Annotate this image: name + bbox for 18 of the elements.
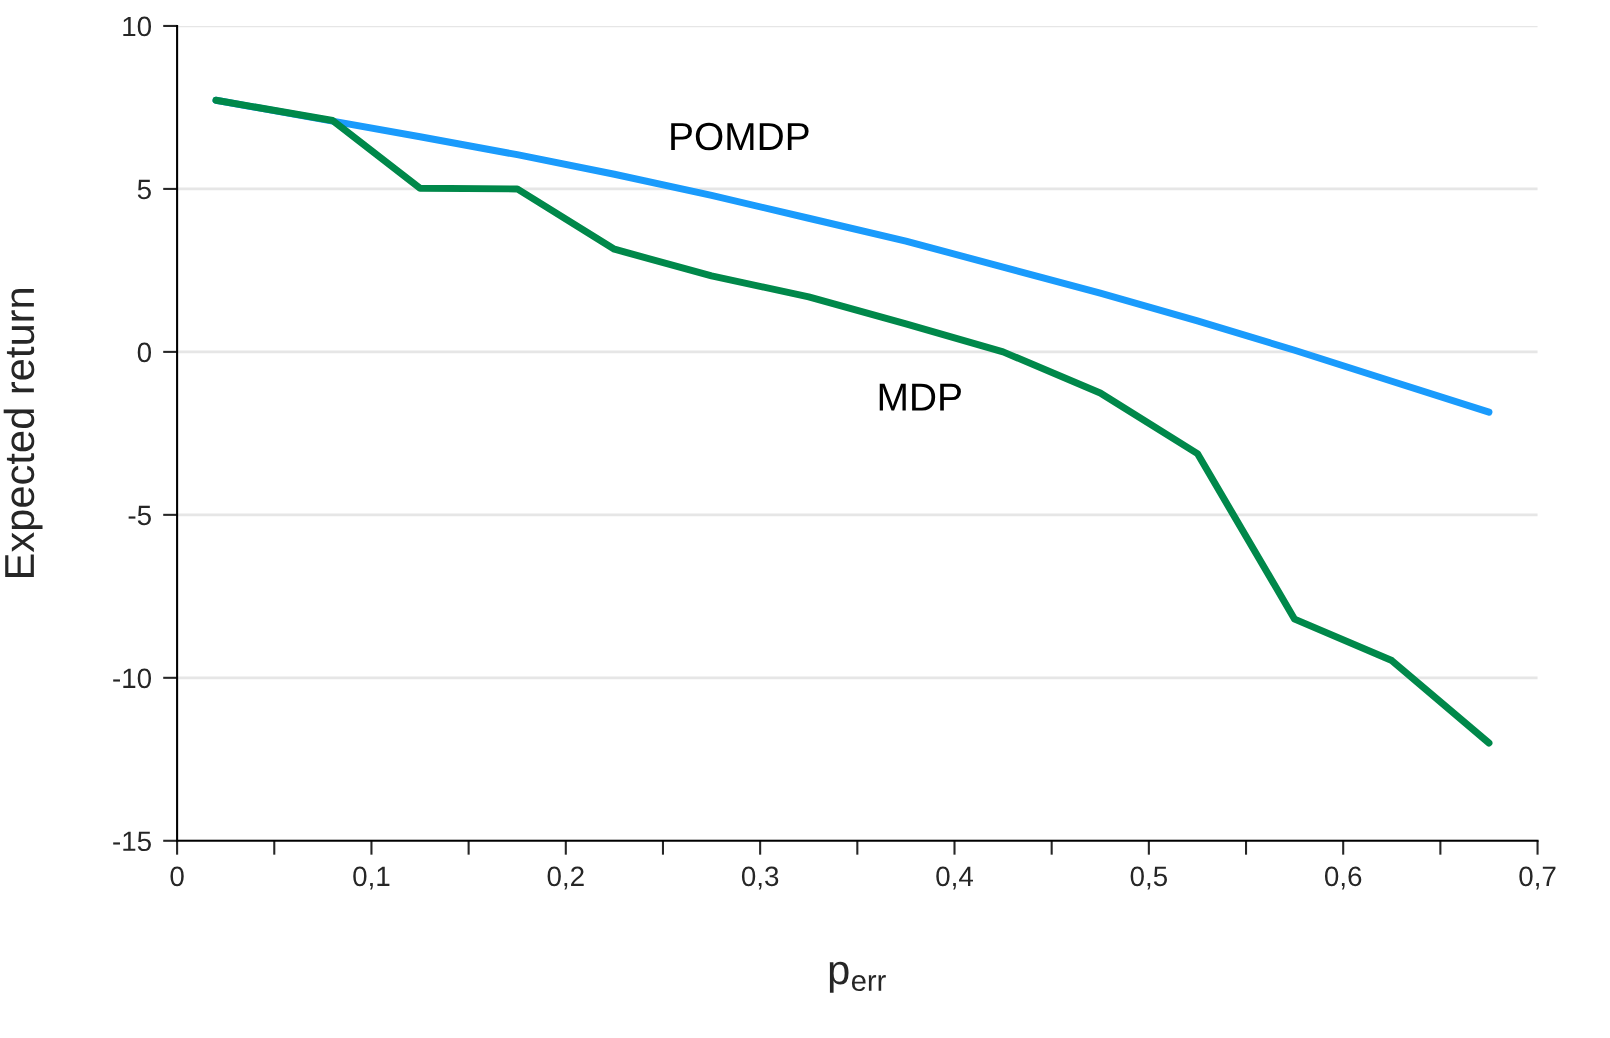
x-tick-label: 0,6 xyxy=(1324,866,1362,890)
y-axis-title: Expected return xyxy=(3,288,43,578)
x-tick-label: 0,2 xyxy=(547,866,584,890)
y-tick-label: -5 xyxy=(128,505,151,526)
x-tick-label: 0,7 xyxy=(1519,866,1556,890)
x-tick-label: 0,5 xyxy=(1130,866,1167,890)
y-tick-label: 0 xyxy=(137,342,152,363)
x-tick-label: 0 xyxy=(170,866,184,887)
x-tick-label: 0,4 xyxy=(936,866,973,890)
y-tick-label: -15 xyxy=(113,831,151,852)
x-tick-label: 0,1 xyxy=(353,866,390,890)
series-label: POMDP xyxy=(671,122,809,151)
x-axis-title: p$_{err}$ xyxy=(829,961,886,993)
series-label: MDP xyxy=(879,383,961,411)
y-tick-label: -10 xyxy=(113,668,152,689)
y-tick-label: 5 xyxy=(137,179,151,200)
y-tick-label: 10 xyxy=(123,16,152,37)
x-tick-label: 0,3 xyxy=(741,866,779,890)
